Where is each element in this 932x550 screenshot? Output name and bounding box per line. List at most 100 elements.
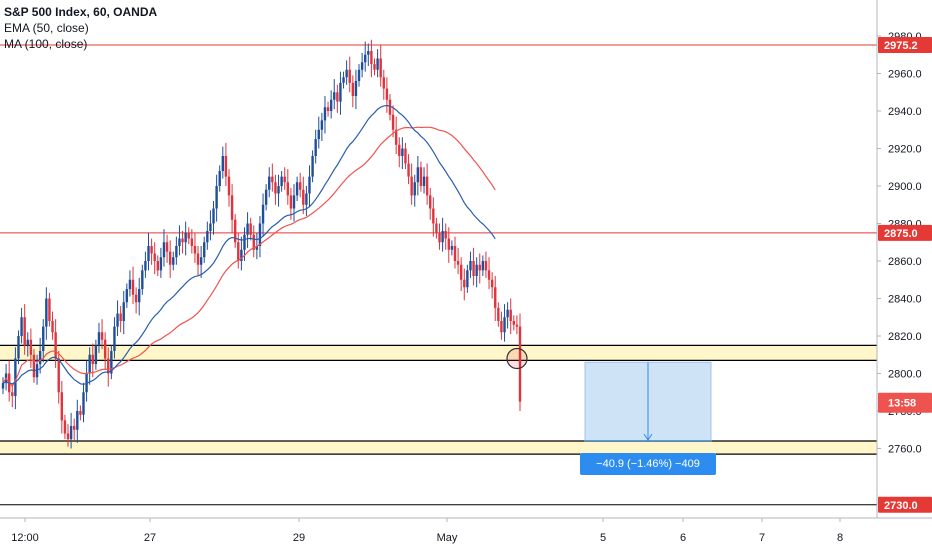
candle[interactable] [364,41,367,72]
candle[interactable] [379,45,382,87]
candle[interactable] [354,69,358,110]
candle[interactable] [20,307,23,344]
candle[interactable] [444,223,447,250]
candle[interactable] [190,229,194,254]
candle[interactable] [333,79,336,110]
candle[interactable] [100,319,104,350]
candle[interactable] [252,225,255,258]
candle[interactable] [456,247,460,275]
candle[interactable] [484,251,488,278]
level-tag-2[interactable] [878,224,932,241]
price-axis[interactable] [877,0,932,518]
candle[interactable] [60,381,64,434]
candle[interactable] [45,287,48,340]
candle[interactable] [357,64,361,87]
candle[interactable] [125,283,129,308]
candle[interactable] [463,268,466,301]
candle[interactable] [326,101,330,117]
candle[interactable] [500,311,503,340]
candle[interactable] [181,231,184,254]
candle[interactable] [206,221,209,250]
candle[interactable] [178,225,181,256]
support-zone-2[interactable] [0,441,877,455]
candle[interactable] [141,264,144,295]
candle[interactable] [38,337,42,374]
candle[interactable] [134,287,138,314]
candle[interactable] [432,197,435,237]
candle[interactable] [298,172,302,198]
candle[interactable] [509,298,512,335]
candle[interactable] [515,315,519,335]
legend-ema[interactable]: EMA (50, close) [4,21,89,35]
candle[interactable] [481,255,485,276]
candle[interactable] [459,257,463,291]
candle[interactable] [419,161,423,192]
price-circle-marker[interactable] [506,347,528,370]
candle[interactable] [277,174,280,207]
candle[interactable] [494,276,497,321]
candle[interactable] [159,247,163,278]
candle[interactable] [422,167,426,194]
candle[interactable] [435,217,438,239]
candle[interactable] [237,232,240,269]
candle[interactable] [329,90,333,119]
candle[interactable] [54,319,57,368]
candle[interactable] [401,137,404,170]
candle[interactable] [79,405,82,421]
candle[interactable] [317,116,320,149]
candle[interactable] [249,217,252,241]
candle[interactable] [172,251,175,271]
candle[interactable] [370,39,373,78]
candle[interactable] [441,217,444,252]
candle[interactable] [410,163,413,205]
candle[interactable] [29,328,33,368]
candle[interactable] [314,129,317,164]
candle[interactable] [503,304,506,342]
candle[interactable] [147,232,150,271]
candle[interactable] [271,163,274,192]
candle[interactable] [196,246,200,276]
candle[interactable] [97,322,101,353]
candle[interactable] [388,94,392,121]
candle[interactable] [128,270,132,297]
candle[interactable] [224,142,228,186]
candle[interactable] [413,174,416,207]
candle[interactable] [453,236,457,269]
candle[interactable] [447,227,450,263]
candle[interactable] [490,272,494,299]
candle[interactable] [394,116,398,155]
candle[interactable] [227,169,231,207]
candle[interactable] [103,332,107,370]
candle[interactable] [76,399,79,443]
candle[interactable] [518,313,522,412]
candle[interactable] [320,112,324,141]
candle[interactable] [268,167,271,198]
candle[interactable] [162,229,166,267]
candle[interactable] [475,257,478,288]
candle[interactable] [175,236,178,265]
candle[interactable] [336,84,339,113]
candle[interactable] [487,257,491,290]
candle[interactable] [144,251,147,278]
candle[interactable] [85,360,88,402]
candle[interactable] [345,60,348,85]
candle[interactable] [360,52,364,78]
candle[interactable] [165,234,169,263]
candle[interactable] [14,347,17,410]
candle[interactable] [497,302,500,327]
candle[interactable] [110,345,113,380]
candle[interactable] [246,212,249,248]
candle[interactable] [472,247,475,286]
candle[interactable] [203,236,206,263]
candle[interactable] [69,412,73,449]
time-axis[interactable] [0,518,932,550]
candle[interactable] [215,174,218,222]
candle[interactable] [187,227,190,245]
candle[interactable] [264,184,268,211]
candle[interactable] [274,174,277,205]
candle[interactable] [212,201,215,235]
candle[interactable] [302,176,305,215]
candle[interactable] [153,242,156,275]
candle[interactable] [391,105,395,138]
